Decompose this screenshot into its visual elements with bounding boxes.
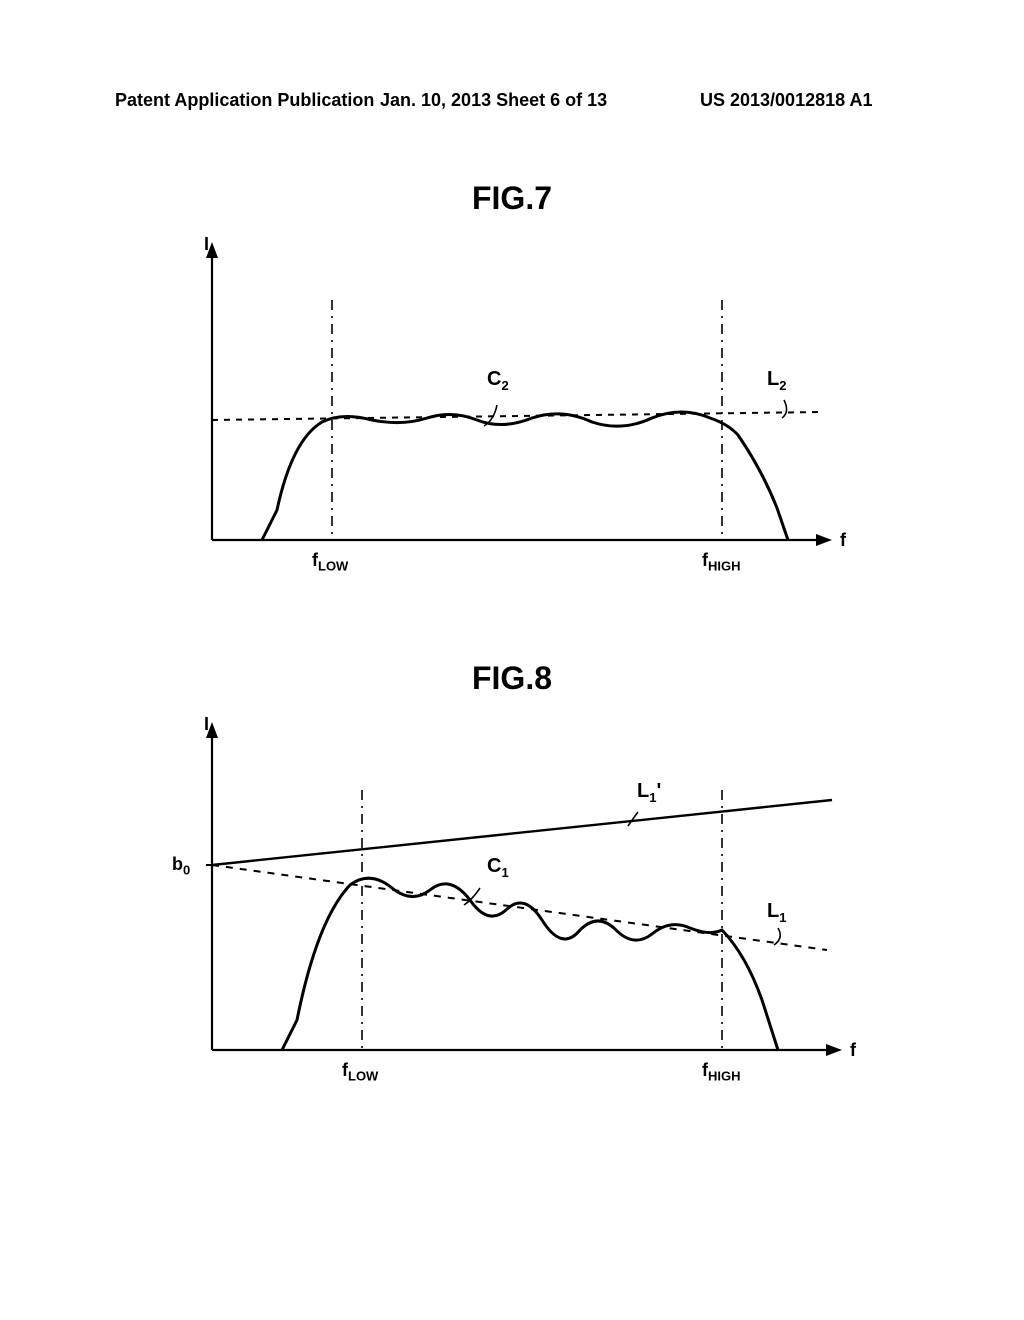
fig7-line-l2-label: L2 — [767, 368, 786, 393]
header-sheet-num: 6 — [550, 90, 560, 110]
figure-8-chart: I f b0 fLOW fHIGH C1 L1 L1' — [162, 720, 862, 1120]
header-sheet-of: of 13 — [560, 90, 607, 110]
fig8-x-axis-label: f — [850, 1040, 856, 1061]
fig8-fhigh-label: fHIGH — [702, 1060, 741, 1084]
fig7-curve-c2-label: C2 — [487, 368, 509, 393]
header-middle: Jan. 10, 2013 Sheet 6 of 13 — [380, 90, 607, 111]
header-pubnum: US 2013/0012818 A1 — [700, 90, 872, 111]
header-date-sheet-prefix: Jan. 10, 2013 Sheet — [380, 90, 550, 110]
fig8-svg — [162, 720, 862, 1090]
fig7-svg — [162, 240, 862, 580]
figure-8-title: FIG.8 — [0, 660, 1024, 697]
fig8-y-axis-label: I — [204, 714, 209, 735]
fig7-flow-label: fLOW — [312, 550, 348, 574]
fig8-line-l1-label: L1 — [767, 900, 786, 925]
figure-7-chart: I f fLOW fHIGH C2 L2 — [162, 240, 862, 600]
patent-page: Patent Application Publication Jan. 10, … — [0, 0, 1024, 1320]
fig8-curve-c1-label: C1 — [487, 855, 509, 880]
figure-7-title: FIG.7 — [0, 180, 1024, 217]
fig7-fhigh-label: fHIGH — [702, 550, 741, 574]
fig8-b0-label: b0 — [172, 854, 190, 878]
fig8-line-l1prime-label: L1' — [637, 780, 661, 805]
fig7-y-axis-label: I — [204, 234, 209, 255]
fig8-flow-label: fLOW — [342, 1060, 378, 1084]
fig7-x-axis-label: f — [840, 530, 846, 551]
header-left: Patent Application Publication — [115, 90, 374, 111]
